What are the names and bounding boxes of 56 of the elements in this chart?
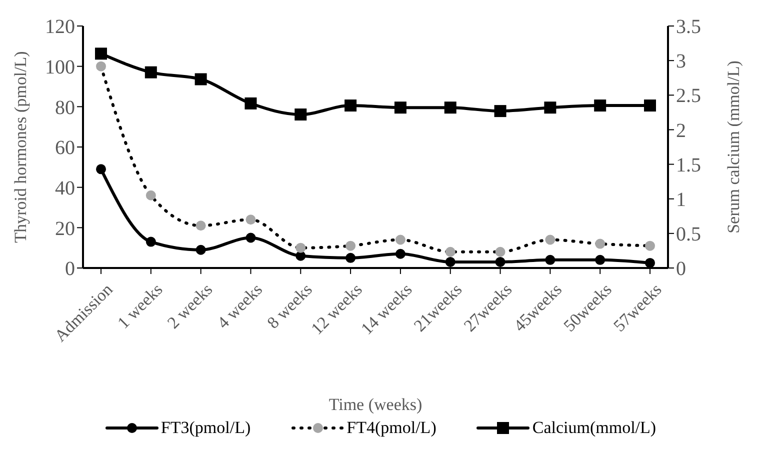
point (144, 66, 157, 78)
point (294, 108, 307, 121)
y2-tick-label: 0.5 (676, 224, 701, 246)
point (346, 240, 356, 251)
point (146, 236, 156, 247)
point (495, 246, 506, 257)
point (296, 242, 306, 253)
y2-tick-label: 2 (676, 120, 686, 142)
y2-tick-label: 0 (676, 258, 686, 280)
x-axis-title: Time (weeks) (328, 395, 422, 414)
point (545, 234, 556, 245)
y2-tick-label: 1.5 (676, 154, 701, 176)
point (95, 48, 107, 60)
point (395, 248, 406, 259)
point (244, 97, 257, 110)
point (595, 238, 606, 249)
point (96, 164, 106, 174)
point (194, 73, 207, 86)
y2-tick-label: 2.5 (676, 85, 701, 108)
y-tick-label: 20 (55, 218, 75, 240)
point (246, 232, 256, 243)
legend-label: FT4(pmol/L) (346, 418, 436, 438)
y-tick-label: 80 (55, 96, 75, 119)
point (645, 240, 655, 251)
y2-tick-label: 3 (676, 50, 686, 73)
y-tick-label: 120 (45, 16, 75, 38)
y2-tick-label: 1 (676, 188, 686, 211)
point (644, 100, 656, 112)
y-tick-label: 100 (45, 56, 75, 78)
point (494, 105, 506, 118)
point (196, 244, 206, 255)
point (246, 214, 256, 225)
point (645, 258, 655, 268)
point (545, 254, 556, 265)
point (595, 254, 606, 265)
point (445, 256, 456, 267)
point (544, 102, 556, 114)
point (495, 256, 506, 267)
point (445, 246, 456, 257)
point (344, 100, 357, 112)
y-axis-title: Thyroid hormones (pmol/L) (11, 51, 30, 243)
point (594, 100, 606, 112)
y-tick-label: 40 (55, 177, 75, 200)
y-tick-label: 60 (55, 137, 75, 160)
point (444, 102, 456, 114)
point (96, 61, 106, 72)
point (196, 220, 206, 231)
y2-axis-title: Serum calcium (mmol/L) (724, 60, 744, 234)
point (395, 234, 406, 245)
point (146, 190, 156, 200)
point (394, 102, 406, 114)
y-tick-label: 0 (65, 258, 75, 280)
y2-tick-label: 3.5 (676, 16, 701, 38)
legend-label: FT3(pmol/L) (160, 418, 251, 438)
legend-label: Calcium(mmol/L) (532, 418, 656, 438)
point (346, 252, 356, 263)
